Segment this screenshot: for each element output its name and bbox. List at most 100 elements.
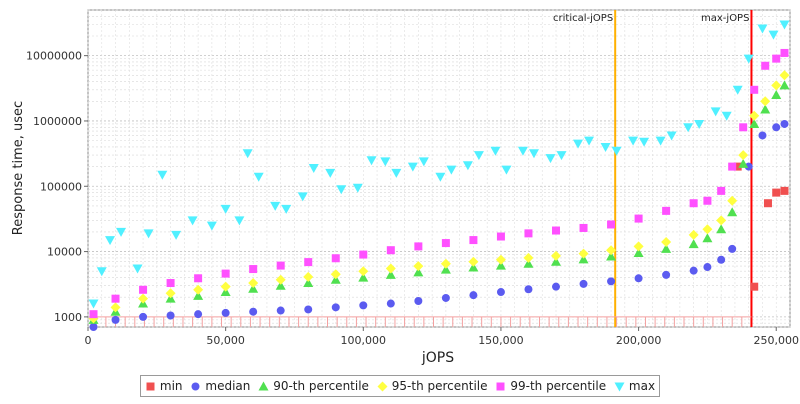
data-point — [166, 279, 175, 288]
data-point — [446, 165, 457, 175]
x-tick-label: 250,000 — [753, 334, 799, 347]
data-point — [194, 274, 203, 283]
data-point — [771, 80, 782, 91]
data-point — [578, 254, 589, 264]
data-point — [578, 248, 589, 259]
data-point — [469, 291, 478, 300]
legend-label: max — [628, 379, 656, 393]
data-point — [779, 20, 790, 30]
data-point — [717, 255, 726, 264]
data-point — [248, 278, 259, 289]
legend-item: 95-th percentile — [377, 379, 488, 393]
data-point — [760, 104, 771, 114]
data-point — [716, 224, 727, 234]
data-point — [606, 245, 617, 256]
data-point — [689, 266, 698, 275]
data-point — [89, 323, 98, 331]
data-point — [717, 186, 726, 195]
data-point — [710, 107, 721, 117]
legend-marker — [146, 382, 155, 390]
data-point — [473, 151, 484, 161]
data-point — [758, 131, 767, 140]
data-point — [385, 263, 396, 274]
data-point — [105, 236, 116, 246]
data-point — [552, 226, 560, 235]
x-axis-label: jOPS — [421, 350, 454, 366]
data-point — [728, 162, 737, 171]
legend-item: 99-th percentile — [495, 379, 606, 393]
legend-marker — [258, 381, 269, 390]
data-point — [157, 170, 168, 180]
data-point — [727, 195, 738, 206]
series-95-th-percentile — [88, 70, 790, 324]
data-point — [655, 136, 666, 146]
data-point — [579, 223, 588, 232]
data-point — [138, 293, 149, 304]
data-point — [662, 206, 671, 215]
data-point — [739, 123, 748, 132]
data-point — [330, 274, 341, 284]
data-point — [490, 146, 501, 156]
chart-legend: min median 90-th percentile 95-th percentil… — [140, 375, 660, 397]
y-tick-label: 10000000 — [26, 50, 82, 63]
data-point — [468, 256, 479, 267]
data-point — [380, 157, 391, 167]
data-point — [780, 48, 789, 57]
data-point — [220, 281, 231, 292]
data-point — [358, 266, 369, 277]
data-point — [728, 244, 737, 253]
data-point — [495, 260, 506, 270]
data-point — [249, 307, 258, 316]
data-point — [633, 248, 644, 258]
data-point — [165, 288, 176, 299]
data-point — [413, 267, 424, 277]
data-point — [441, 293, 450, 302]
min-baseline-ticks — [93, 316, 752, 327]
data-point — [771, 89, 782, 99]
legend-label: min — [159, 379, 183, 393]
data-point — [303, 271, 314, 282]
data-point — [607, 220, 616, 229]
legend-marker — [377, 381, 388, 391]
data-point — [281, 204, 292, 214]
data-point — [703, 196, 712, 205]
x-tick-label: 0 — [85, 334, 92, 347]
data-point — [694, 119, 705, 129]
data-point — [359, 250, 368, 259]
data-point — [727, 207, 738, 217]
data-point — [88, 299, 99, 309]
data-point — [662, 270, 671, 279]
data-point — [611, 146, 622, 156]
legend-label: 90-th percentile — [273, 379, 369, 393]
data-point — [303, 278, 314, 288]
data-marks — [88, 20, 790, 331]
data-point — [110, 302, 121, 313]
data-point — [732, 85, 743, 95]
data-point — [275, 280, 286, 290]
data-point — [331, 303, 340, 312]
data-point — [761, 61, 770, 70]
data-point — [661, 237, 672, 248]
x-tick-label: 200,000 — [616, 334, 662, 347]
data-point — [206, 221, 217, 231]
data-point — [171, 230, 182, 240]
series-max — [88, 20, 790, 309]
data-point — [763, 199, 772, 208]
y-axis-label: Response time, usec — [11, 101, 26, 235]
data-point — [111, 294, 120, 303]
data-point — [116, 227, 127, 237]
data-point — [358, 272, 369, 282]
data-point — [366, 156, 377, 166]
legend-swatch — [146, 382, 155, 390]
data-point — [221, 308, 230, 317]
data-point — [733, 162, 742, 171]
data-point — [330, 269, 341, 280]
data-point — [750, 85, 759, 94]
data-point — [234, 216, 245, 226]
legend-label: 99-th percentile — [510, 379, 607, 393]
data-point — [661, 243, 672, 253]
data-point — [352, 183, 363, 193]
y-tick-label: 1000000 — [33, 115, 82, 128]
data-point — [743, 54, 754, 64]
data-point — [634, 214, 643, 223]
